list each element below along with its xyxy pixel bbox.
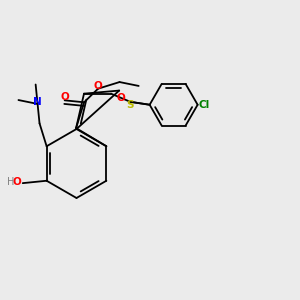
Text: O: O (116, 93, 125, 103)
Text: N: N (33, 97, 42, 107)
Text: O: O (60, 92, 69, 102)
Text: H: H (7, 177, 14, 187)
Text: O: O (13, 177, 22, 187)
Text: Cl: Cl (199, 100, 210, 110)
Text: O: O (94, 81, 102, 91)
Text: S: S (127, 100, 134, 110)
